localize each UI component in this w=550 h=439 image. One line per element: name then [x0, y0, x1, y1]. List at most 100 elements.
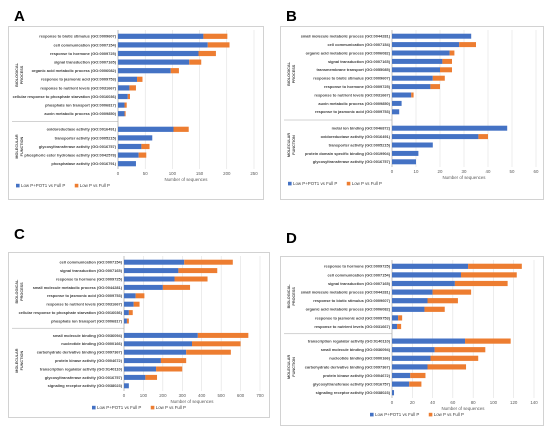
legend-entry: Low P vs Full P — [352, 181, 382, 186]
bar-low-p — [468, 263, 522, 269]
legend-swatch — [74, 183, 79, 188]
panel-a-letter: A — [14, 8, 25, 25]
bar-low-p-pot1 — [392, 347, 435, 353]
category-label: glycosyltransferase activity (GO:0016757… — [45, 375, 123, 380]
legend-swatch — [92, 405, 96, 410]
category-label: glycosyltransferase activity (GO:0016757… — [313, 382, 391, 387]
bar-low-p — [137, 76, 143, 82]
bar-low-p — [124, 102, 127, 108]
bar-low-p — [454, 280, 508, 287]
legend-entry: Low P vs Full P — [434, 412, 464, 417]
bar-low-p-pot1 — [392, 355, 431, 361]
x-axis-label: Number of sequences — [165, 177, 209, 182]
bar-low-p — [440, 67, 452, 73]
bar-low-p-pot1 — [392, 58, 443, 64]
category-label: cell communication (GO:0007154) — [328, 42, 391, 47]
category-label: response to jasmonic acid (GO:0009753) — [41, 77, 117, 82]
x-tick-label: 120 — [510, 400, 518, 405]
bar-low-p — [442, 58, 452, 64]
bar-low-p — [432, 75, 445, 81]
bar-low-p — [432, 289, 472, 295]
category-label: response to biotic stimulus (GO:0009607) — [313, 298, 390, 303]
category-label: transcription regulator activity (GO:014… — [308, 339, 391, 344]
category-label: transmembrane transport (GO:0055085) — [316, 67, 390, 72]
x-tick-label: 80 — [471, 400, 476, 405]
bar-low-p-pot1 — [118, 102, 125, 108]
legend-entry: Low P vs Full P — [80, 183, 110, 188]
x-tick-label: 150 — [196, 171, 204, 176]
category-label: cell communication (GO:0007154) — [54, 42, 117, 47]
x-tick-label: 100 — [169, 171, 177, 176]
x-tick-label: 100 — [140, 393, 148, 398]
x-tick-label: 700 — [256, 393, 264, 398]
category-label: signal transduction (GO:0007165) — [54, 60, 117, 65]
category-label: signal transduction (GO:0007165) — [328, 281, 391, 286]
bar-low-p — [162, 284, 191, 290]
bar-low-p-pot1 — [392, 280, 455, 287]
bar-low-p-pot1 — [392, 298, 428, 304]
bar-low-p-pot1 — [392, 381, 410, 387]
x-tick-label: 0 — [391, 169, 394, 174]
category-label: organic acid metabolic process (GO:00060… — [306, 307, 391, 312]
bar-low-p — [397, 323, 402, 330]
x-tick-label: 400 — [198, 393, 206, 398]
bar-low-p-pot1 — [124, 318, 127, 324]
category-label: signaling receptor activity (GO:0038023) — [316, 390, 391, 395]
bar-low-p-pot1 — [392, 92, 412, 98]
bar-low-p-pot1 — [118, 59, 190, 65]
panel-b-letter: B — [286, 8, 297, 25]
x-tick-label: 20 — [438, 169, 443, 174]
category-label: protein kinase activity (GO:0004672) — [55, 358, 123, 363]
category-label: signaling receptor activity (GO:0038023) — [48, 383, 123, 388]
x-tick-label: 140 — [530, 400, 538, 405]
group-label: MOLECULAR — [15, 134, 19, 159]
category-label: response to nutrient levels (GO:0031667) — [46, 302, 122, 307]
bar-low-p — [198, 50, 216, 57]
category-label: auxin metabolic process (GO:0009850) — [318, 101, 390, 106]
x-tick-label: 40 — [486, 169, 491, 174]
category-label: cell communication (GO:0007154) — [60, 260, 123, 265]
category-label: oxidoreductase activity (GO:0016491) — [47, 127, 117, 132]
group-label: MOLECULAR — [287, 355, 291, 380]
bar-low-p-pot1 — [118, 33, 204, 39]
category-label: nucleotide binding (GO:0000166) — [329, 356, 390, 361]
legend-entry: Low P vs Full P — [156, 405, 186, 410]
bar-low-p-pot1 — [124, 358, 161, 364]
category-label: response to jasmonic acid (GO:0009753) — [315, 109, 391, 114]
legend-swatch — [370, 412, 374, 417]
bar-low-p-pot1 — [118, 126, 174, 132]
bar-low-p — [126, 318, 129, 324]
bar-low-p-pot1 — [392, 142, 433, 148]
bar-low-p — [449, 50, 455, 56]
x-axis-label: Number of sequences — [442, 406, 486, 411]
bar-low-p — [409, 381, 422, 387]
bar-low-p-pot1 — [392, 338, 466, 344]
panel-d-chart: 0 20 40 60 80 100 120 140 Number of sequences BIO… — [280, 256, 544, 426]
bar-low-p — [133, 301, 140, 307]
bar-low-p — [460, 272, 517, 278]
x-tick-label: 40 — [430, 400, 435, 405]
bar-low-p-pot1 — [118, 93, 128, 100]
category-label: small molecule metabolic process (GO:004… — [301, 290, 391, 295]
bar-low-p-pot1 — [392, 75, 433, 81]
bar-low-p — [145, 374, 158, 380]
bar-low-p — [170, 68, 179, 74]
category-label: response to hormone (GO:0009725) — [56, 276, 123, 281]
category-label: metal ion binding (GO:0046872) — [332, 126, 391, 131]
x-axis-label: Number of sequences — [443, 175, 487, 180]
legend-entry: Low P+POT1 vs Full P — [97, 405, 141, 410]
category-label: protein domain specific binding (GO:0019… — [305, 151, 391, 156]
bar-low-p — [189, 59, 202, 65]
bar-low-p-pot1 — [392, 134, 479, 140]
category-label: oxidoreductase activity (GO:0016491) — [321, 134, 391, 139]
category-label: response to biotic stimulus (GO:0009607) — [313, 76, 390, 81]
category-label: response to nutrient levels (GO:0031667) — [314, 324, 390, 329]
bar-low-p-pot1 — [392, 372, 411, 379]
bar-low-p-pot1 — [392, 364, 428, 370]
group-label-line2: PROCESS — [292, 64, 296, 83]
bar-low-p-pot1 — [118, 76, 138, 82]
group-label-line2: FUNCTION — [20, 136, 24, 156]
panel-b-chart: 0 10 20 30 40 50 60 Number of sequences BIOLOGIC… — [280, 26, 544, 200]
group-label-line2: PROCESS — [20, 65, 24, 84]
category-label: transporter activity (GO:0005215) — [55, 135, 117, 140]
